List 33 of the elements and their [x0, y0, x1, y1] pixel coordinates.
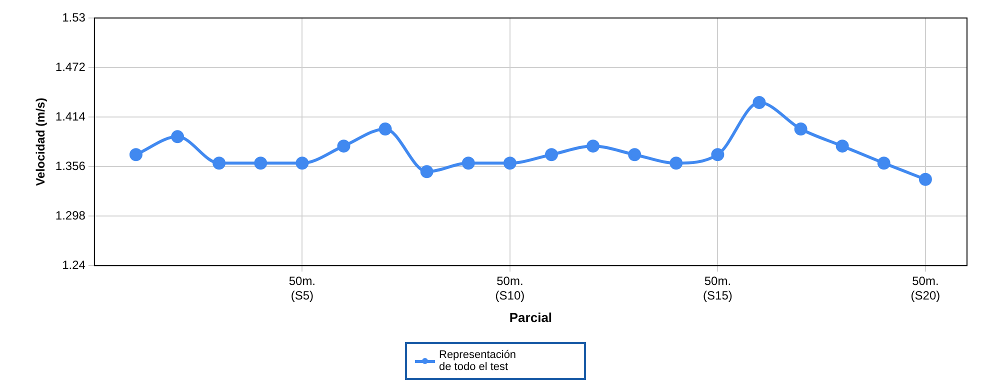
y-tick-label: 1.24: [62, 258, 86, 272]
point: [877, 156, 890, 170]
point: [129, 148, 142, 162]
y-tick-label: 1.356: [55, 158, 86, 173]
point: [628, 148, 642, 162]
point: [752, 96, 766, 110]
y-tick-label: 1.53: [62, 10, 86, 24]
point: [378, 122, 392, 136]
point: [711, 148, 724, 162]
y-axis-title: Velocidad (m/s): [34, 98, 48, 186]
x-tick-label: 50m. (S5): [288, 274, 316, 303]
point: [544, 148, 558, 162]
x-tick-label: 50m. (S10): [495, 274, 525, 303]
legend-label: Representación de todo el test: [439, 349, 516, 373]
x-axis-title: Parcial: [509, 310, 552, 325]
x-tick-label: 50m. (S20): [910, 274, 940, 303]
point: [918, 172, 932, 186]
point: [420, 165, 434, 178]
point: [670, 156, 683, 170]
y-tick-label: 1.472: [55, 60, 86, 74]
point: [462, 156, 475, 170]
point: [794, 122, 808, 136]
point: [503, 156, 516, 170]
point: [171, 130, 184, 144]
point: [254, 156, 268, 170]
point: [836, 140, 849, 153]
y-tick-label: 1.414: [55, 109, 86, 124]
x-tick-label: 50m. (S15): [703, 274, 732, 303]
y-tick-label: 1.298: [55, 208, 86, 222]
point: [337, 140, 350, 153]
point: [212, 156, 226, 170]
point: [296, 156, 309, 170]
point: [586, 140, 600, 153]
